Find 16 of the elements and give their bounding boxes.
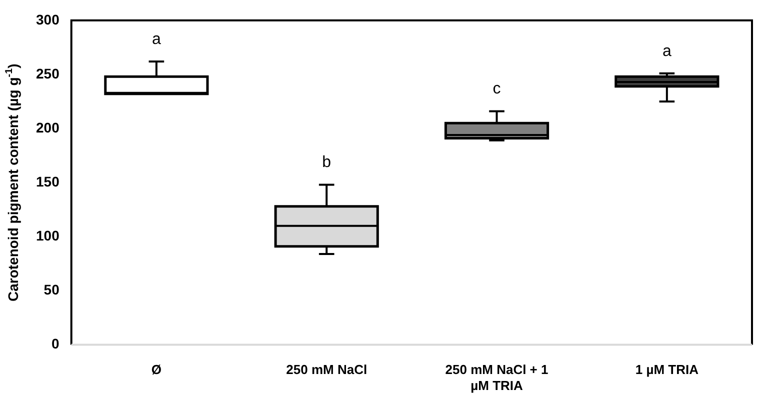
y-axis-title: Carotenoid pigment content (µg g-1) <box>4 64 21 302</box>
x-tick-label: 250 mM NaCl + 1 µM TRIA <box>445 362 548 393</box>
annotation: a <box>152 30 161 48</box>
x-tick-label: 1 µM TRIA <box>635 362 700 378</box>
y-tick-label: 150 <box>36 173 60 190</box>
x-tick-label: 250 mM NaCl <box>286 362 368 378</box>
annotation: c <box>492 80 501 98</box>
y-tick-label: 300 <box>36 11 60 28</box>
annotation: a <box>662 42 672 60</box>
y-tick-label: 0 <box>52 336 60 352</box>
x-tick-label: Ø <box>151 362 162 378</box>
annotation: b <box>322 154 332 172</box>
y-tick-label: 250 <box>36 65 60 82</box>
y-tick-label: 200 <box>36 119 60 136</box>
y-tick-label: 50 <box>44 282 60 298</box>
y-tick-label: 100 <box>36 228 60 244</box>
